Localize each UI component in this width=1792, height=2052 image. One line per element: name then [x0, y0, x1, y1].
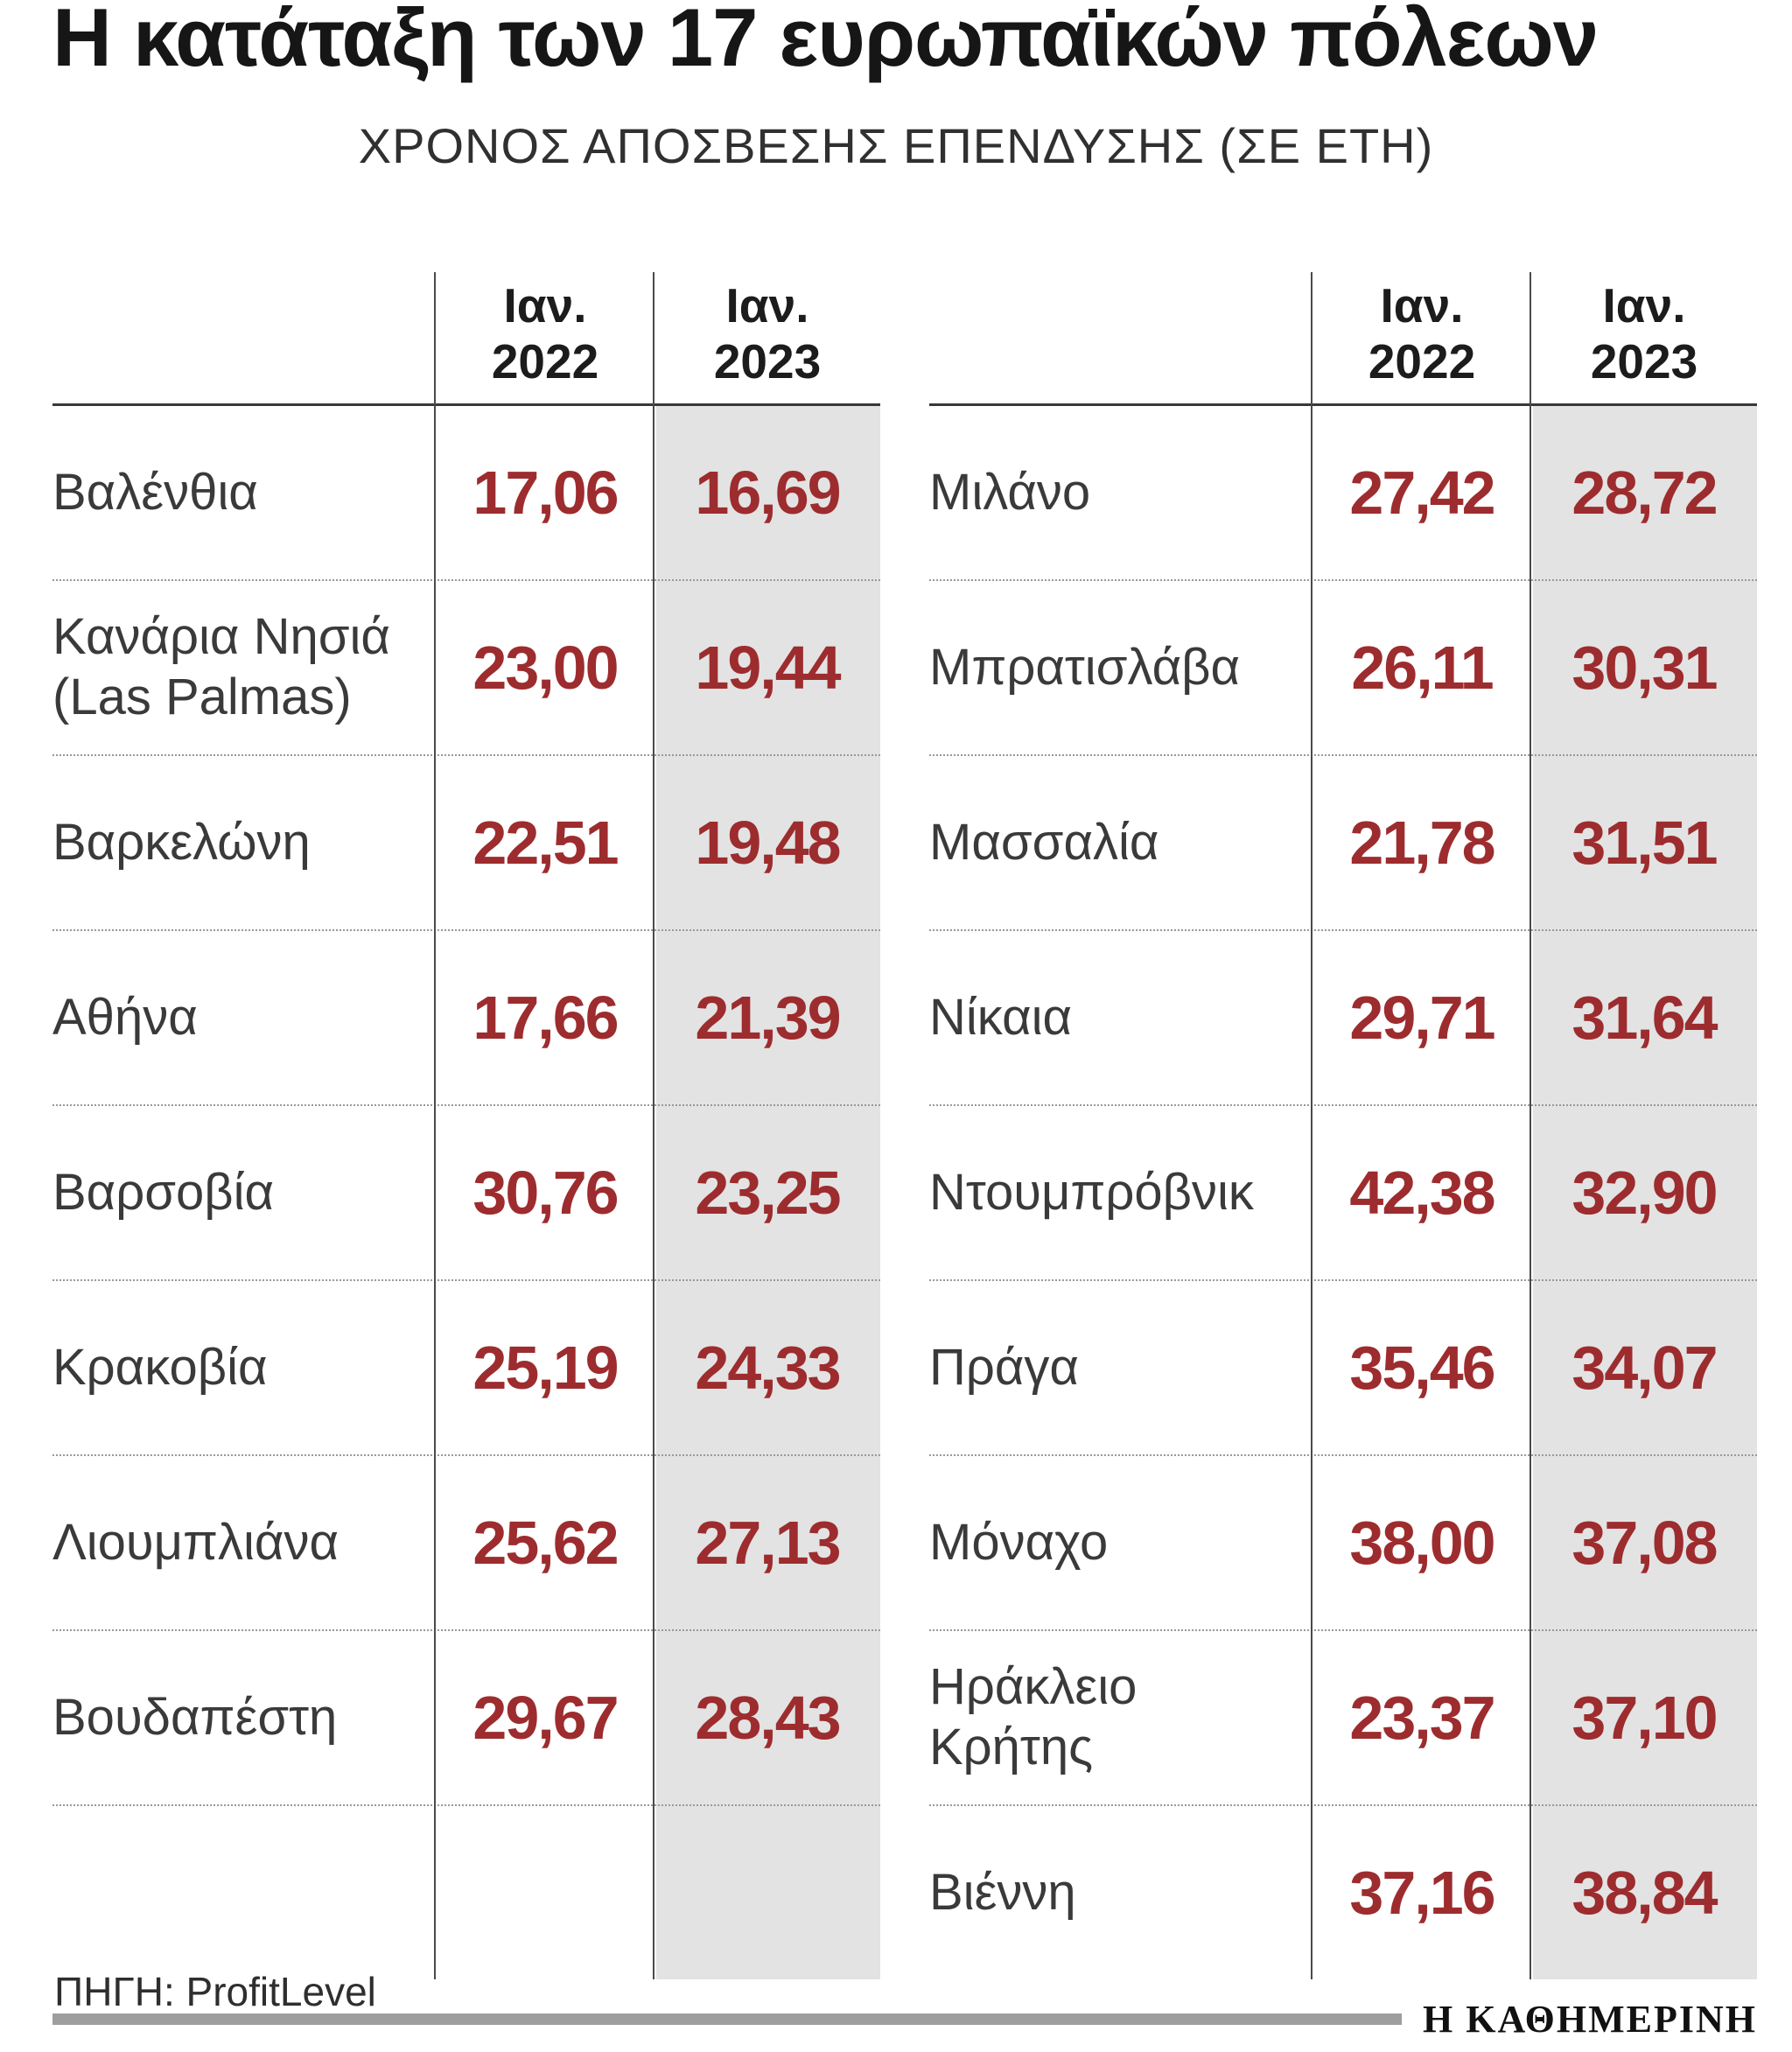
- column-divider-line: [1530, 271, 1531, 1979]
- city-label: Μασσαλία: [929, 813, 1159, 871]
- table-row: Ηράκλειο Κρήτης 23,37 37,10: [929, 1631, 1757, 1806]
- table-row: Πράγα 35,46 34,07: [929, 1281, 1757, 1456]
- column-header-jan-2023: Ιαν. 2023: [1531, 272, 1757, 403]
- highlight-stripe-2023: [1533, 405, 1757, 1979]
- tables-container: Ιαν. 2022 Ιαν. 2023 Βαλένθια 17,06 16,69…: [0, 271, 1792, 1979]
- value-jan-2022: 29,67: [472, 1683, 619, 1752]
- column-divider-line: [653, 271, 654, 1979]
- value-jan-2023: 37,08: [1572, 1508, 1718, 1577]
- chart-subtitle: ΧΡΟΝΟΣ ΑΠΟΣΒΕΣΗΣ ΕΠΕΝΔΥΣΗΣ (ΣΕ ΕΤΗ): [358, 117, 1434, 173]
- city-label: Βιέννη: [929, 1863, 1076, 1921]
- value-jan-2023: 32,90: [1572, 1158, 1718, 1227]
- value-jan-2022: 37,16: [1349, 1858, 1495, 1927]
- column-header-jan-2022: Ιαν. 2022: [436, 272, 654, 403]
- publisher-logo: Η ΚΑΘΗΜΕΡΙΝΗ: [1423, 1998, 1757, 2041]
- value-jan-2023: 19,44: [695, 633, 841, 702]
- footer-strip: Η ΚΑΘΗΜΕΡΙΝΗ: [52, 1997, 1757, 2041]
- table-row: Ντουμπρόβνικ 42,38 32,90: [929, 1106, 1757, 1281]
- city-label: Μόναχο: [929, 1513, 1109, 1571]
- table-row: Βαλένθια 17,06 16,69: [52, 406, 880, 581]
- value-jan-2023: 21,39: [695, 983, 841, 1052]
- column-header-jan-2023: Ιαν. 2023: [654, 272, 880, 403]
- footer-bar: [52, 2013, 1402, 2025]
- city-label: Λιουμπλιάνα: [52, 1513, 339, 1571]
- table-left: Ιαν. 2022 Ιαν. 2023 Βαλένθια 17,06 16,69…: [52, 271, 880, 1979]
- table-row: Λιουμπλιάνα 25,62 27,13: [52, 1456, 880, 1631]
- city-label: Νίκαια: [929, 988, 1073, 1046]
- city-label: Βαρσοβία: [52, 1163, 275, 1221]
- table-row: Βουδαπέστη 29,67 28,43: [52, 1631, 880, 1806]
- value-jan-2023: 28,72: [1572, 458, 1718, 527]
- value-jan-2022: 27,42: [1349, 458, 1495, 527]
- city-label: Αθήνα: [52, 988, 198, 1046]
- column-header-line1: Ιαν.: [1380, 278, 1464, 333]
- table-row: Νίκαια 29,71 31,64: [929, 931, 1757, 1106]
- city-label: Πράγα: [929, 1338, 1079, 1396]
- city-label: Κρακοβία: [52, 1338, 268, 1396]
- city-label: Ηράκλειο Κρήτης: [929, 1658, 1138, 1775]
- table-right: Ιαν. 2022 Ιαν. 2023 Μιλάνο 27,42 28,72 Μ…: [929, 271, 1757, 1979]
- value-jan-2023: 27,13: [695, 1508, 841, 1577]
- city-label: Μπρατισλάβα: [929, 638, 1240, 696]
- table-row: Μασσαλία 21,78 31,51: [929, 756, 1757, 931]
- city-label: Βαλένθια: [52, 463, 258, 521]
- city-label: Βαρκελώνη: [52, 813, 311, 871]
- value-jan-2022: 22,51: [472, 808, 619, 877]
- column-header-jan-2022: Ιαν. 2022: [1312, 272, 1531, 403]
- value-jan-2023: 34,07: [1572, 1333, 1718, 1402]
- table-header: Ιαν. 2022 Ιαν. 2023: [52, 272, 880, 406]
- chart-title: Η κατάταξη των 17 ευρωπαϊκών πόλεων: [52, 0, 1599, 83]
- column-header-line2: 2023: [713, 333, 822, 389]
- table-row: Μιλάνο 27,42 28,72: [929, 406, 1757, 581]
- table-row: Βιέννη 37,16 38,84: [929, 1806, 1757, 1979]
- value-jan-2023: 16,69: [695, 458, 841, 527]
- column-divider-line: [434, 271, 436, 1979]
- value-jan-2022: 17,06: [472, 458, 619, 527]
- value-jan-2022: 26,11: [1351, 633, 1494, 702]
- value-jan-2022: 23,37: [1349, 1683, 1495, 1752]
- value-jan-2023: 30,31: [1572, 633, 1718, 702]
- value-jan-2022: 29,71: [1349, 983, 1495, 1052]
- value-jan-2022: 23,00: [472, 633, 619, 702]
- value-jan-2022: 25,19: [472, 1333, 619, 1402]
- city-label: Μιλάνο: [929, 463, 1091, 521]
- value-jan-2023: 19,48: [695, 808, 841, 877]
- table-row: Βαρκελώνη 22,51 19,48: [52, 756, 880, 931]
- table-row: Βαρσοβία 30,76 23,25: [52, 1106, 880, 1281]
- column-header-line2: 2022: [1368, 333, 1476, 389]
- column-header-line1: Ιαν.: [725, 278, 809, 333]
- value-jan-2022: 38,00: [1349, 1508, 1495, 1577]
- column-divider-line: [1311, 271, 1312, 1979]
- value-jan-2022: 35,46: [1349, 1333, 1495, 1402]
- source-label: ΠΗΓΗ: ProfitLevel: [54, 1969, 376, 2014]
- value-jan-2023: 37,10: [1572, 1683, 1718, 1752]
- column-header-line1: Ιαν.: [503, 278, 587, 333]
- value-jan-2022: 42,38: [1349, 1158, 1495, 1227]
- table-row: Αθήνα 17,66 21,39: [52, 931, 880, 1106]
- value-jan-2022: 25,62: [472, 1508, 619, 1577]
- value-jan-2023: 24,33: [695, 1333, 841, 1402]
- value-jan-2022: 21,78: [1349, 808, 1495, 877]
- table-row: Μόναχο 38,00 37,08: [929, 1456, 1757, 1631]
- column-header-line2: 2022: [491, 333, 599, 389]
- value-jan-2023: 31,64: [1572, 983, 1718, 1052]
- value-jan-2022: 17,66: [472, 983, 619, 1052]
- value-jan-2022: 30,76: [472, 1158, 619, 1227]
- value-jan-2023: 23,25: [695, 1158, 841, 1227]
- highlight-stripe-2023: [656, 405, 880, 1979]
- column-header-line1: Ιαν.: [1602, 278, 1686, 333]
- table-row: Μπρατισλάβα 26,11 30,31: [929, 581, 1757, 756]
- value-jan-2023: 38,84: [1572, 1858, 1718, 1927]
- table-header: Ιαν. 2022 Ιαν. 2023: [929, 272, 1757, 406]
- value-jan-2023: 28,43: [695, 1683, 841, 1752]
- value-jan-2023: 31,51: [1572, 808, 1718, 877]
- table-row: Κρακοβία 25,19 24,33: [52, 1281, 880, 1456]
- column-header-line2: 2023: [1590, 333, 1698, 389]
- city-label: Κανάρια Νησιά (Las Palmas): [52, 608, 390, 725]
- city-label: Ντουμπρόβνικ: [929, 1163, 1254, 1221]
- city-label: Βουδαπέστη: [52, 1688, 338, 1746]
- table-row: Κανάρια Νησιά (Las Palmas) 23,00 19,44: [52, 581, 880, 756]
